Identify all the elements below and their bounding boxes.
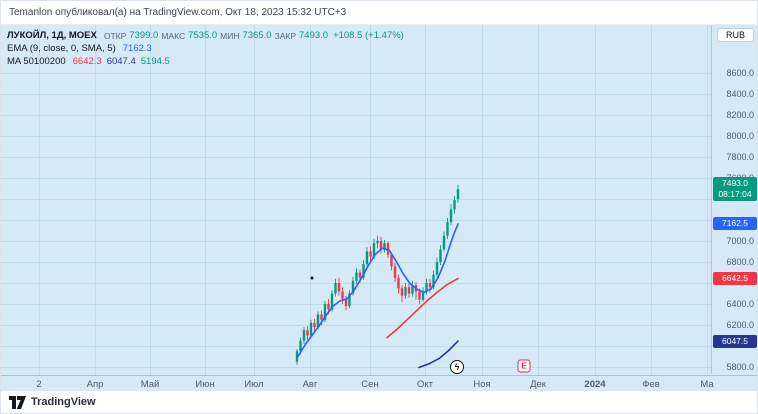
price-axis-label: 5800.0 — [726, 362, 754, 372]
price-axis-label: 8200.0 — [726, 110, 754, 120]
time-axis[interactable]: 2 Апр Май Июн Июл Авг Сен Окт Ноя Дек 2024 Фев Ма — [1, 376, 714, 391]
price-axis-label: 6800.0 — [726, 257, 754, 267]
time-axis-label: Фев — [642, 379, 660, 390]
ma-value: 6047.4 — [106, 56, 136, 67]
price-axis-label: 7000.0 — [726, 236, 754, 246]
time-axis-label: Сен — [361, 379, 379, 390]
time-axis-separator — [1, 375, 757, 376]
ma-value: 5194.5 — [140, 56, 170, 67]
tradingview-logo-icon[interactable] — [9, 395, 26, 409]
ema-value: 7162.3 — [122, 43, 152, 54]
price-badge: 7493.0 08:17:04 — [713, 177, 757, 202]
price-badge: 6047.5 — [713, 334, 757, 348]
currency-toggle-button[interactable]: RUB — [716, 28, 754, 42]
price-badge: 7162.5 — [713, 217, 757, 231]
price-badge: 6642.5 — [713, 272, 757, 286]
ma-values: 6642.3 6047.4 5194.5 — [73, 56, 170, 67]
legend-ma-row[interactable]: MA 50100200 6642.3 6047.4 5194.5 — [7, 55, 404, 68]
time-axis-label: 2 — [36, 379, 42, 390]
time-axis-label: Июл — [244, 379, 264, 390]
ma-value: 6642.3 — [72, 56, 102, 67]
legend-ema-row[interactable]: EMA (9, close, 0, SMA, 5) 7162.3 — [7, 42, 404, 55]
legend-symbol-row[interactable]: ЛУКОЙЛ, 1Д, MOEX ОТКР 7399.0 МАКС 7535.0 МИН… — [7, 29, 404, 42]
time-axis-label: Ма — [700, 379, 714, 390]
ohlc-value: 7493.0 — [299, 30, 329, 41]
time-axis-label: Дек — [530, 379, 546, 390]
chart-canvas[interactable] — [1, 25, 711, 375]
ema-indicator-name: EMA (9, close, 0, SMA, 5) — [7, 43, 116, 54]
ohlc-value: 7535.0 — [188, 30, 218, 41]
time-axis-label: Май — [140, 379, 160, 390]
tradingview-brand-link[interactable]: TradingView — [31, 396, 96, 408]
chart-region: 8600.08400.08200.08000.07800.07600.07000… — [1, 25, 757, 391]
symbol-title: ЛУКОЙЛ, 1Д, MOEX — [7, 30, 97, 41]
time-axis-label: Июн — [195, 379, 215, 390]
publish-text: Temanlon опубликовал(а) на TradingView.c… — [9, 7, 347, 18]
price-axis-label: 7800.0 — [726, 152, 754, 162]
earnings-event-icon[interactable]: E — [517, 359, 531, 373]
drawing-point-dot[interactable] — [310, 276, 314, 280]
legend-ohlc: ОТКР 7399.0 МАКС 7535.0 МИН 7365.0 ЗАКР 7493.0 — [104, 30, 328, 41]
price-axis-label: 8400.0 — [726, 89, 754, 99]
price-axis[interactable]: 8600.08400.08200.08000.07800.07600.07000… — [712, 25, 757, 375]
price-axis-separator — [711, 25, 712, 374]
ma-indicator-name: MA 50100200 — [7, 56, 66, 67]
symbol-legend: ЛУКОЙЛ, 1Д, MOEX ОТКР 7399.0 МАКС 7535.0 МИН… — [7, 29, 404, 68]
price-change: +108.5 (+1.47%) — [333, 30, 404, 41]
time-axis-label: Окт — [416, 379, 434, 390]
lightning-event-icon[interactable]: ϟ — [450, 360, 464, 374]
time-axis-label: Авг — [302, 379, 318, 390]
footer-bar: TradingView — [1, 391, 757, 413]
ohlc-label: ОТКР — [103, 30, 127, 41]
publish-header: Temanlon опубликовал(а) на TradingView.c… — [1, 1, 757, 25]
ohlc-value: 7365.0 — [242, 30, 272, 41]
ohlc-label: МИН — [220, 30, 240, 41]
time-axis-label: Апр — [86, 379, 104, 390]
price-axis-label: 6200.0 — [726, 320, 754, 330]
ohlc-value: 7399.0 — [129, 30, 159, 41]
price-axis-label: 6400.0 — [726, 299, 754, 309]
price-axis-label: 8600.0 — [726, 68, 754, 78]
time-axis-label: Ноя — [473, 379, 491, 390]
ohlc-label: ЗАКР — [274, 30, 296, 41]
time-axis-label: 2024 — [584, 379, 606, 390]
ohlc-label: МАКС — [161, 30, 186, 41]
price-axis-label: 8000.0 — [726, 131, 754, 141]
